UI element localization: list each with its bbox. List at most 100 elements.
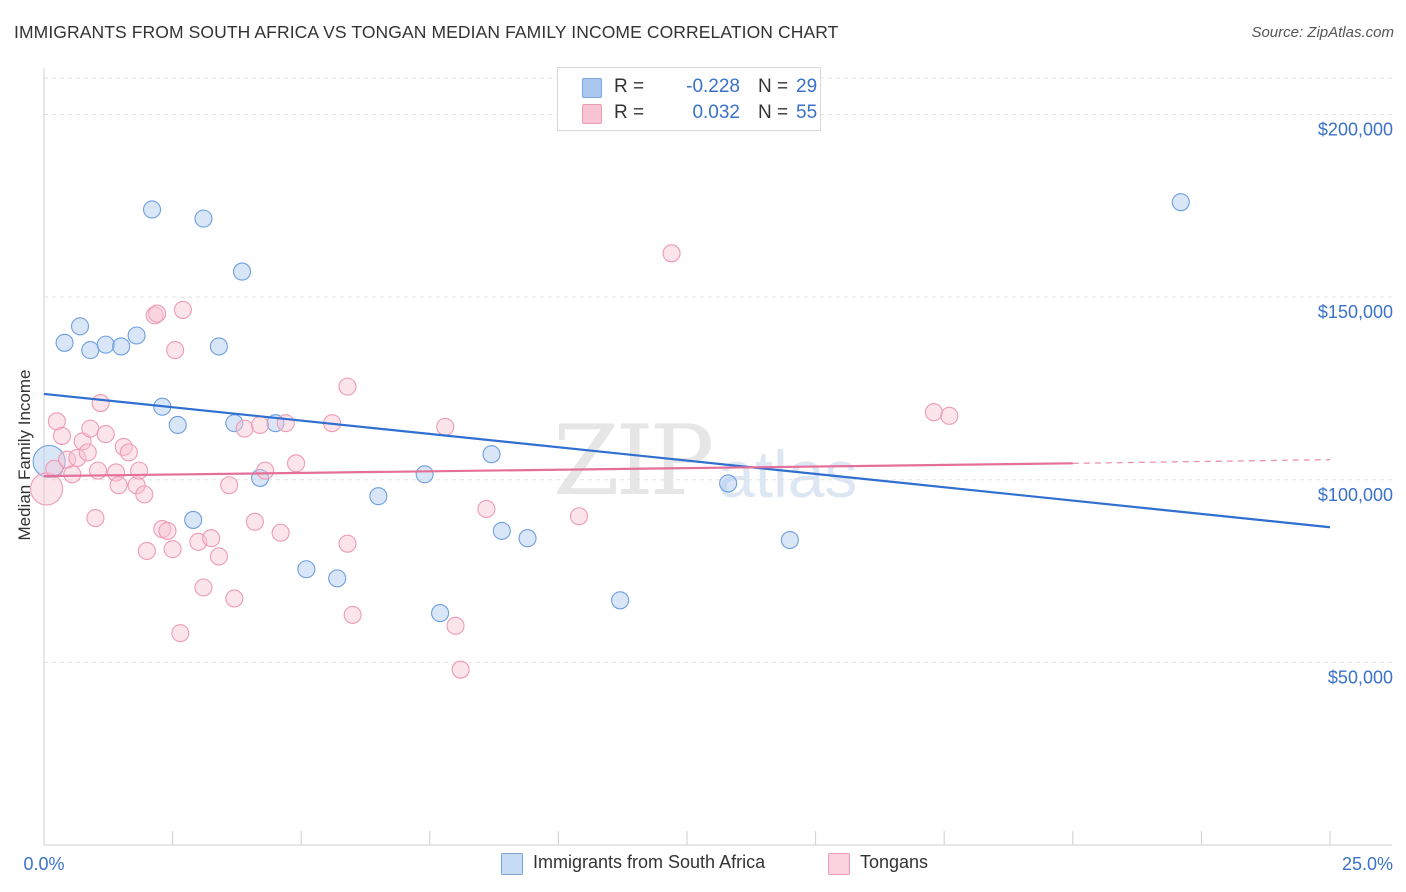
tongan-point	[662, 244, 681, 263]
tongan-point	[96, 425, 115, 444]
tongan-point	[109, 476, 128, 495]
tongan-point	[924, 403, 943, 422]
tongan-point	[163, 540, 182, 559]
south-africa-point	[1171, 193, 1190, 212]
south-africa-trend-line	[43, 392, 1331, 529]
tongan-point	[245, 512, 264, 531]
south-africa-point	[232, 262, 252, 281]
chart-title: IMMIGRANTS FROM SOUTH AFRICA VS TONGAN M…	[14, 22, 839, 42]
tongan-point	[91, 394, 110, 413]
y-tick-label: $50,000	[1328, 667, 1393, 687]
tongan-point	[45, 459, 64, 478]
tongan-point	[436, 417, 455, 436]
south-africa-point	[297, 560, 316, 579]
south-africa-point	[492, 521, 511, 540]
tongan-point	[135, 485, 154, 504]
south-africa-point	[194, 209, 213, 228]
tongan-point	[209, 547, 228, 566]
tongan-point	[119, 443, 138, 462]
tongan-point	[220, 476, 239, 495]
south-africa-point	[780, 530, 799, 550]
south-africa-point	[142, 200, 162, 219]
tongan-point	[148, 304, 167, 323]
legend-r-label: R =	[614, 76, 645, 97]
south-africa-point	[112, 337, 131, 356]
south-africa-point	[328, 569, 347, 588]
tongan-point	[81, 419, 100, 438]
tongan-point	[52, 426, 72, 445]
legend-n-value: 55	[796, 102, 818, 123]
legend-r-value: -0.228	[686, 76, 740, 97]
tongan-point	[78, 443, 97, 462]
south-africa-point	[81, 341, 100, 360]
tongan-point	[63, 465, 82, 484]
y-tick-label: $200,000	[1318, 120, 1393, 140]
tongan-point	[114, 437, 133, 456]
bottom-legend-swatch-tongans	[828, 853, 850, 875]
tongan-point	[173, 300, 192, 319]
tongan-point	[68, 448, 87, 467]
tongan-point	[477, 499, 496, 519]
south-africa-point	[168, 415, 187, 435]
bottom-legend-label: Immigrants from South Africa	[533, 852, 766, 872]
tongan-point	[194, 578, 213, 597]
tongan-point	[158, 521, 177, 540]
legend-n-label: N =	[758, 76, 789, 97]
tongan-point	[271, 523, 290, 542]
watermark-atlas: atlas	[718, 437, 858, 511]
tongan-point	[940, 406, 959, 425]
tongan-point	[166, 341, 185, 360]
y-tick-label: $100,000	[1318, 485, 1393, 505]
south-africa-point	[70, 317, 90, 336]
tongan-point	[451, 660, 470, 679]
y-axis-label: Median Family Income	[15, 369, 34, 541]
legend-swatch-tongans	[582, 104, 602, 124]
legend-n-label: N =	[758, 102, 789, 123]
south-africa-point	[184, 510, 203, 529]
legend-n-value: 29	[796, 76, 818, 97]
tongan-trend-line	[43, 462, 1073, 478]
tongan-point	[127, 476, 146, 495]
south-africa-point	[719, 474, 738, 493]
tongan-point	[338, 377, 357, 396]
tongan-point	[343, 605, 362, 624]
legend-r-value: 0.032	[692, 102, 740, 123]
tongan-point	[130, 461, 149, 480]
tongan-point	[276, 414, 295, 433]
x-tick-label-max: 25.0%	[1342, 854, 1393, 874]
south-africa-point	[127, 326, 146, 345]
tongan-point	[145, 306, 164, 325]
chart-source: Source: ZipAtlas.com	[1251, 24, 1394, 41]
tongan-point	[137, 541, 156, 561]
south-africa-point	[209, 337, 228, 356]
tongan-point	[235, 419, 254, 438]
south-africa-point	[518, 529, 537, 548]
tongan-point	[30, 472, 64, 506]
south-africa-point	[611, 591, 630, 610]
south-africa-point	[431, 604, 450, 623]
tongan-point	[338, 534, 357, 553]
legend-swatch-south-africa	[582, 78, 602, 98]
south-africa-point	[415, 465, 434, 484]
tongan-trend-extension	[1072, 459, 1331, 464]
legend-r-label: R =	[614, 102, 645, 123]
south-africa-point	[482, 445, 501, 464]
bottom-legend-label: Tongans	[860, 852, 929, 872]
south-africa-point	[369, 487, 388, 506]
tongan-point	[287, 454, 306, 473]
south-africa-point	[55, 333, 74, 352]
south-africa-point	[96, 335, 115, 354]
bottom-legend-swatch-south-africa	[501, 853, 523, 875]
x-tick-label-min: 0.0%	[23, 854, 64, 874]
correlation-legend: R = -0.228 N = 29 R = 0.032 N = 55	[557, 67, 821, 131]
tongan-point	[202, 529, 221, 548]
tongan-point	[569, 507, 589, 526]
tongan-point	[256, 461, 275, 480]
tongan-point	[250, 415, 270, 435]
y-tick-label: $150,000	[1318, 302, 1393, 322]
tongan-point	[171, 624, 190, 643]
tongan-point	[225, 589, 244, 608]
tongan-point	[86, 509, 105, 528]
tongan-point	[446, 616, 465, 635]
